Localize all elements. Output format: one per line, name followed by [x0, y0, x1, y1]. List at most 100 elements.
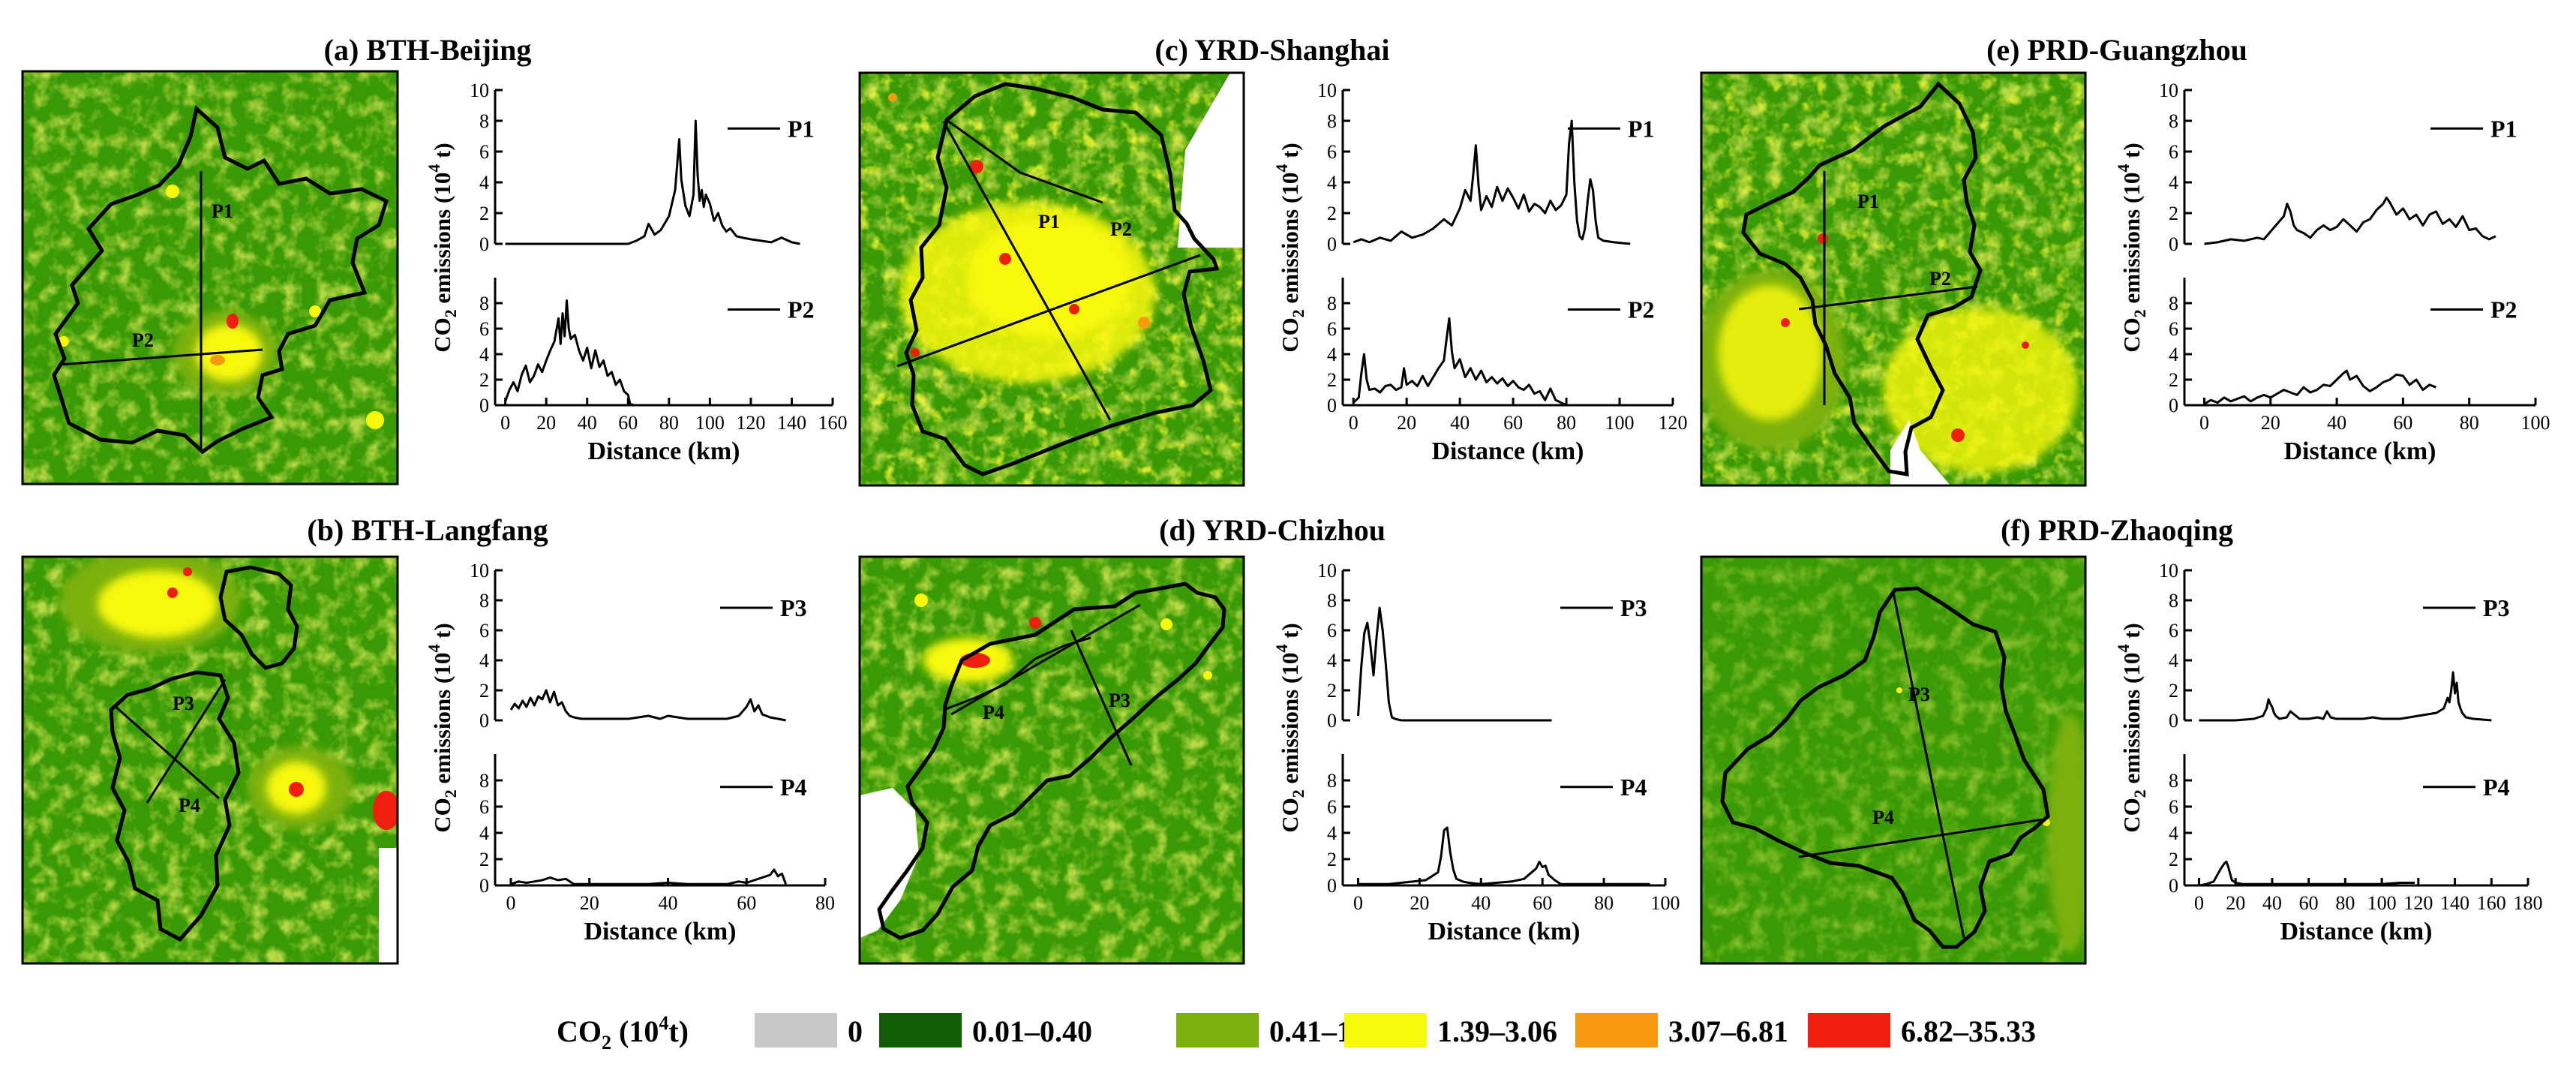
- y-label-part: 4: [2114, 645, 2133, 653]
- map-label-p3: P3: [173, 693, 194, 714]
- y-tick-label: 6: [479, 796, 489, 818]
- y-tick-label: 8: [2169, 590, 2178, 612]
- map-label-p1: P1: [1038, 211, 1060, 233]
- legend-swatch-1: [879, 1013, 962, 1047]
- y-tick-label: 8: [479, 770, 489, 792]
- legend-label-1: 0.01–0.40: [972, 1014, 1092, 1048]
- transect-p3: [113, 704, 220, 800]
- y-tick-label: 8: [479, 590, 489, 612]
- y-tick-label: 10: [470, 80, 489, 101]
- legend-label-0: 0: [848, 1014, 863, 1048]
- zhaoqing-boundary: [1720, 586, 2050, 949]
- legend-swatch-4: [1575, 1013, 1658, 1047]
- y-tick-label: 2: [479, 369, 489, 391]
- x-tick-label: 60: [618, 412, 638, 434]
- y-tick-label: 8: [2169, 110, 2178, 132]
- y-label-part: CO: [1277, 317, 1303, 353]
- y-tick-label: 6: [2169, 620, 2178, 642]
- series-line-p4: [1358, 826, 1650, 885]
- x-tick-label: 160: [2477, 892, 2506, 914]
- y-label-part: 2: [441, 309, 460, 317]
- x-tick-label: 20: [2261, 412, 2280, 434]
- map-label-p4: P4: [1872, 807, 1894, 828]
- y-label-part: t): [429, 623, 455, 644]
- y-tick-label: 8: [2169, 770, 2178, 792]
- panel-title-f: (f) PRD-Zhaoqing: [2001, 513, 2233, 547]
- y-tick-label: 0: [1327, 710, 1337, 732]
- x-tick-label: 80: [2460, 412, 2479, 434]
- y-tick-label: 0: [1327, 233, 1337, 255]
- series-legend-label: P3: [2483, 594, 2510, 621]
- y-tick-label: 4: [479, 172, 489, 194]
- y-label-part: CO: [1277, 798, 1303, 833]
- y-label-part: 2: [441, 789, 460, 798]
- panel-title-a: (a) BTH-Beijing: [324, 33, 532, 67]
- panel-title-b: (b) BTH-Langfang: [307, 513, 548, 547]
- y-label-part: emissions (10: [2118, 653, 2145, 790]
- map-label-p3: P3: [1109, 690, 1130, 711]
- x-tick-label: 120: [1659, 412, 1688, 434]
- transect-p3: [1070, 630, 1133, 766]
- y-label-part: t): [1277, 623, 1303, 644]
- y-tick-label: 0: [1327, 875, 1337, 897]
- y-tick-label: 2: [2169, 203, 2178, 224]
- y-label-part: emissions (10: [429, 653, 455, 790]
- series-legend-label: P2: [2490, 296, 2517, 323]
- shanghai-inner-line: [946, 119, 1103, 204]
- y-tick-label: 8: [479, 110, 489, 132]
- y-label-part: CO: [2118, 317, 2145, 353]
- y-tick-label: 2: [2169, 680, 2178, 702]
- langfang-north-boundary: [218, 565, 299, 670]
- y-axis-label: CO2 emissions (104 t): [1272, 143, 1308, 352]
- y-label-part: t): [2118, 143, 2145, 164]
- series-legend-label: P3: [1620, 594, 1647, 621]
- y-label-part: 2: [2130, 789, 2149, 798]
- x-tick-label: 60: [1503, 412, 1523, 434]
- x-tick-label: 80: [815, 892, 835, 914]
- series-legend-label: P1: [788, 115, 815, 142]
- y-tick-label: 0: [2169, 395, 2178, 416]
- legend-swatch-2: [1176, 1013, 1259, 1047]
- y-label-part: 4: [425, 164, 443, 173]
- y-tick-label: 2: [1327, 680, 1337, 702]
- y-axis-label: CO2 emissions (104 t): [2114, 623, 2149, 832]
- y-tick-label: 2: [1327, 203, 1337, 224]
- y-tick-label: 4: [1327, 822, 1337, 844]
- y-tick-label: 8: [479, 293, 489, 314]
- transect-p4: [146, 679, 227, 804]
- series-legend-label: P1: [2490, 115, 2517, 142]
- series-legend-label: P2: [788, 296, 815, 323]
- series-line-p3: [509, 689, 786, 722]
- x-tick-label: 80: [1557, 412, 1576, 434]
- y-tick-label: 2: [2169, 849, 2178, 870]
- y-label-part: t): [2118, 623, 2145, 644]
- y-tick-label: 4: [479, 344, 489, 365]
- y-tick-label: 0: [2169, 233, 2178, 255]
- x-tick-label: 20: [536, 412, 556, 434]
- map-label-p3: P3: [1908, 684, 1930, 705]
- y-tick-label: 8: [1327, 110, 1337, 132]
- y-label-part: CO: [2118, 798, 2145, 833]
- x-tick-label: 120: [736, 412, 765, 434]
- y-tick-label: 4: [2169, 172, 2178, 194]
- y-tick-label: 4: [2169, 822, 2178, 844]
- x-tick-label: 0: [2199, 412, 2209, 434]
- y-tick-label: 4: [1327, 650, 1337, 672]
- x-tick-label: 100: [2521, 412, 2550, 434]
- series-line-p1: [2204, 197, 2496, 245]
- y-label-part: emissions (10: [1277, 173, 1303, 310]
- y-label-part: 4: [2114, 164, 2133, 173]
- x-axis-label: Distance (km): [587, 437, 740, 465]
- series-line-p3: [1357, 606, 1552, 722]
- legend-swatch-0: [755, 1013, 837, 1047]
- x-tick-label: 0: [1353, 892, 1363, 914]
- y-tick-label: 4: [2169, 650, 2178, 672]
- x-tick-label: 60: [2393, 412, 2412, 434]
- legend-title: CO2 (104t): [557, 1012, 689, 1053]
- y-label-part: emissions (10: [429, 173, 455, 310]
- series-legend-label: P1: [1628, 115, 1655, 142]
- y-tick-label: 2: [1327, 849, 1337, 870]
- langfang-south-boundary: [109, 670, 241, 942]
